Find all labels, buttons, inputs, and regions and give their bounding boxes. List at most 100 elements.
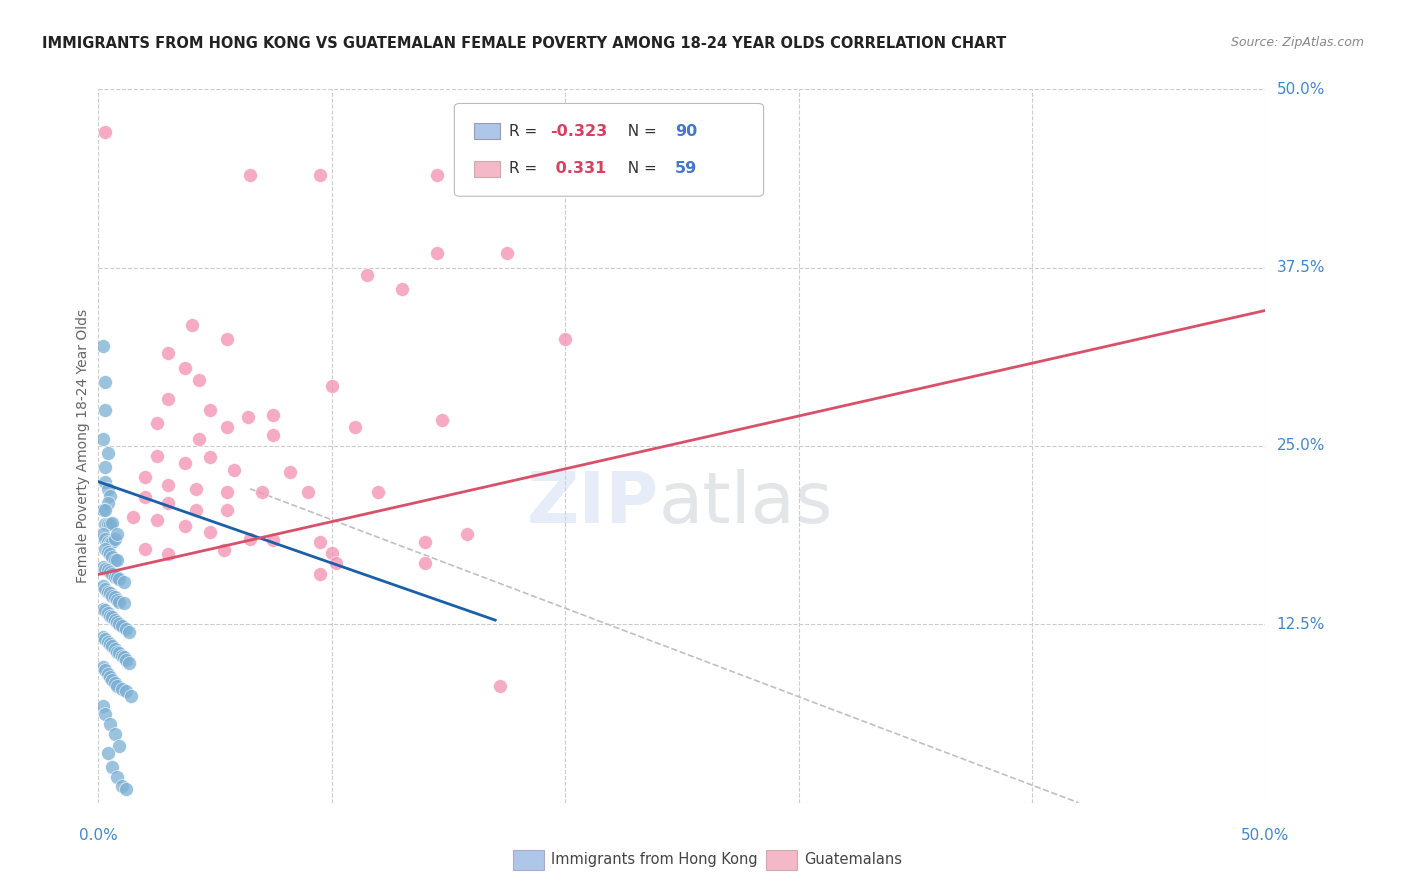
Y-axis label: Female Poverty Among 18-24 Year Olds: Female Poverty Among 18-24 Year Olds [76, 309, 90, 583]
Point [98, 489, 121, 503]
Point [108, 594, 131, 608]
Point [134, 491, 156, 505]
Point [91, 698, 114, 713]
Text: Guatemalans: Guatemalans [804, 853, 903, 867]
Point [97, 584, 120, 599]
Text: -0.323: -0.323 [550, 123, 607, 138]
Point [94, 517, 117, 532]
Point [104, 676, 127, 690]
Point [101, 516, 124, 530]
Point [200, 450, 222, 465]
Point [91, 339, 114, 353]
Point [105, 593, 128, 607]
Text: Immigrants from Hong Kong: Immigrants from Hong Kong [551, 853, 758, 867]
Point [236, 410, 259, 425]
Point [105, 679, 128, 693]
Point [157, 548, 180, 562]
Text: 50.0%: 50.0% [1277, 82, 1324, 96]
Point [98, 517, 121, 532]
Point [186, 503, 208, 517]
Point [134, 541, 156, 556]
Point [101, 610, 124, 624]
Text: N =: N = [617, 161, 661, 177]
Point [134, 470, 156, 484]
Text: 0.331: 0.331 [550, 161, 606, 177]
Point [91, 660, 114, 674]
Point [426, 246, 449, 260]
Point [430, 413, 453, 427]
Point [97, 667, 120, 681]
Point [97, 446, 120, 460]
Point [101, 550, 124, 565]
Point [91, 601, 114, 615]
Point [321, 546, 343, 560]
Point [262, 427, 284, 442]
Point [97, 634, 120, 648]
Point [97, 482, 120, 496]
Point [215, 484, 238, 499]
Point [94, 475, 117, 489]
Point [105, 644, 128, 658]
Point [173, 519, 195, 533]
Point [104, 532, 127, 546]
Point [112, 650, 135, 665]
Point [214, 543, 236, 558]
Point [101, 639, 124, 653]
Point [94, 582, 117, 596]
Point [111, 779, 134, 793]
Point [98, 536, 121, 550]
Point [321, 379, 343, 393]
Point [118, 624, 141, 639]
Point [413, 556, 436, 570]
Point [489, 679, 512, 693]
Point [215, 332, 238, 346]
Point [309, 168, 332, 182]
Text: R =: R = [509, 123, 543, 138]
Point [115, 622, 138, 636]
Text: ZIP: ZIP [526, 468, 658, 538]
Point [94, 663, 117, 677]
Text: 12.5%: 12.5% [1277, 617, 1324, 632]
Point [91, 432, 114, 446]
Point [94, 503, 117, 517]
Point [97, 606, 120, 620]
Point [157, 477, 180, 491]
Point [120, 689, 142, 703]
Point [215, 420, 238, 434]
Point [215, 503, 238, 517]
Point [101, 534, 124, 549]
Point [94, 125, 117, 139]
Text: 90: 90 [675, 123, 697, 138]
Text: R =: R = [509, 161, 547, 177]
Point [157, 496, 180, 510]
Point [356, 268, 378, 282]
Point [91, 630, 114, 644]
Point [105, 570, 128, 584]
Point [112, 574, 135, 589]
Point [250, 484, 273, 499]
Point [111, 619, 134, 633]
Point [98, 586, 121, 600]
Point [94, 632, 117, 646]
Point [367, 484, 389, 499]
Point [187, 432, 209, 446]
Point [101, 589, 124, 603]
Point [112, 596, 135, 610]
Point [91, 579, 114, 593]
Text: 37.5%: 37.5% [1277, 260, 1324, 275]
Point [105, 615, 128, 629]
Point [94, 562, 117, 576]
Point [146, 513, 169, 527]
Bar [474, 123, 501, 139]
Point [187, 373, 209, 387]
Point [200, 403, 222, 417]
Point [97, 534, 120, 549]
Point [101, 760, 124, 774]
Point [98, 608, 121, 623]
Point [98, 565, 121, 579]
Point [111, 648, 134, 663]
Text: N =: N = [617, 123, 661, 138]
Text: 59: 59 [675, 161, 697, 177]
Point [309, 567, 332, 582]
Point [98, 717, 121, 731]
